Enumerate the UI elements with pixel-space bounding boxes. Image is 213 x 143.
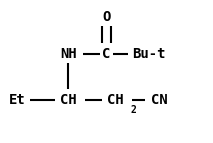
Text: 2: 2 <box>130 105 136 115</box>
Text: C: C <box>102 47 111 61</box>
Text: CN: CN <box>151 93 168 107</box>
Text: O: O <box>102 10 111 24</box>
Text: Et: Et <box>9 93 25 107</box>
Text: CH: CH <box>107 93 123 107</box>
Text: CH: CH <box>60 93 76 107</box>
Text: NH: NH <box>60 47 76 61</box>
Text: Bu-t: Bu-t <box>132 47 166 61</box>
